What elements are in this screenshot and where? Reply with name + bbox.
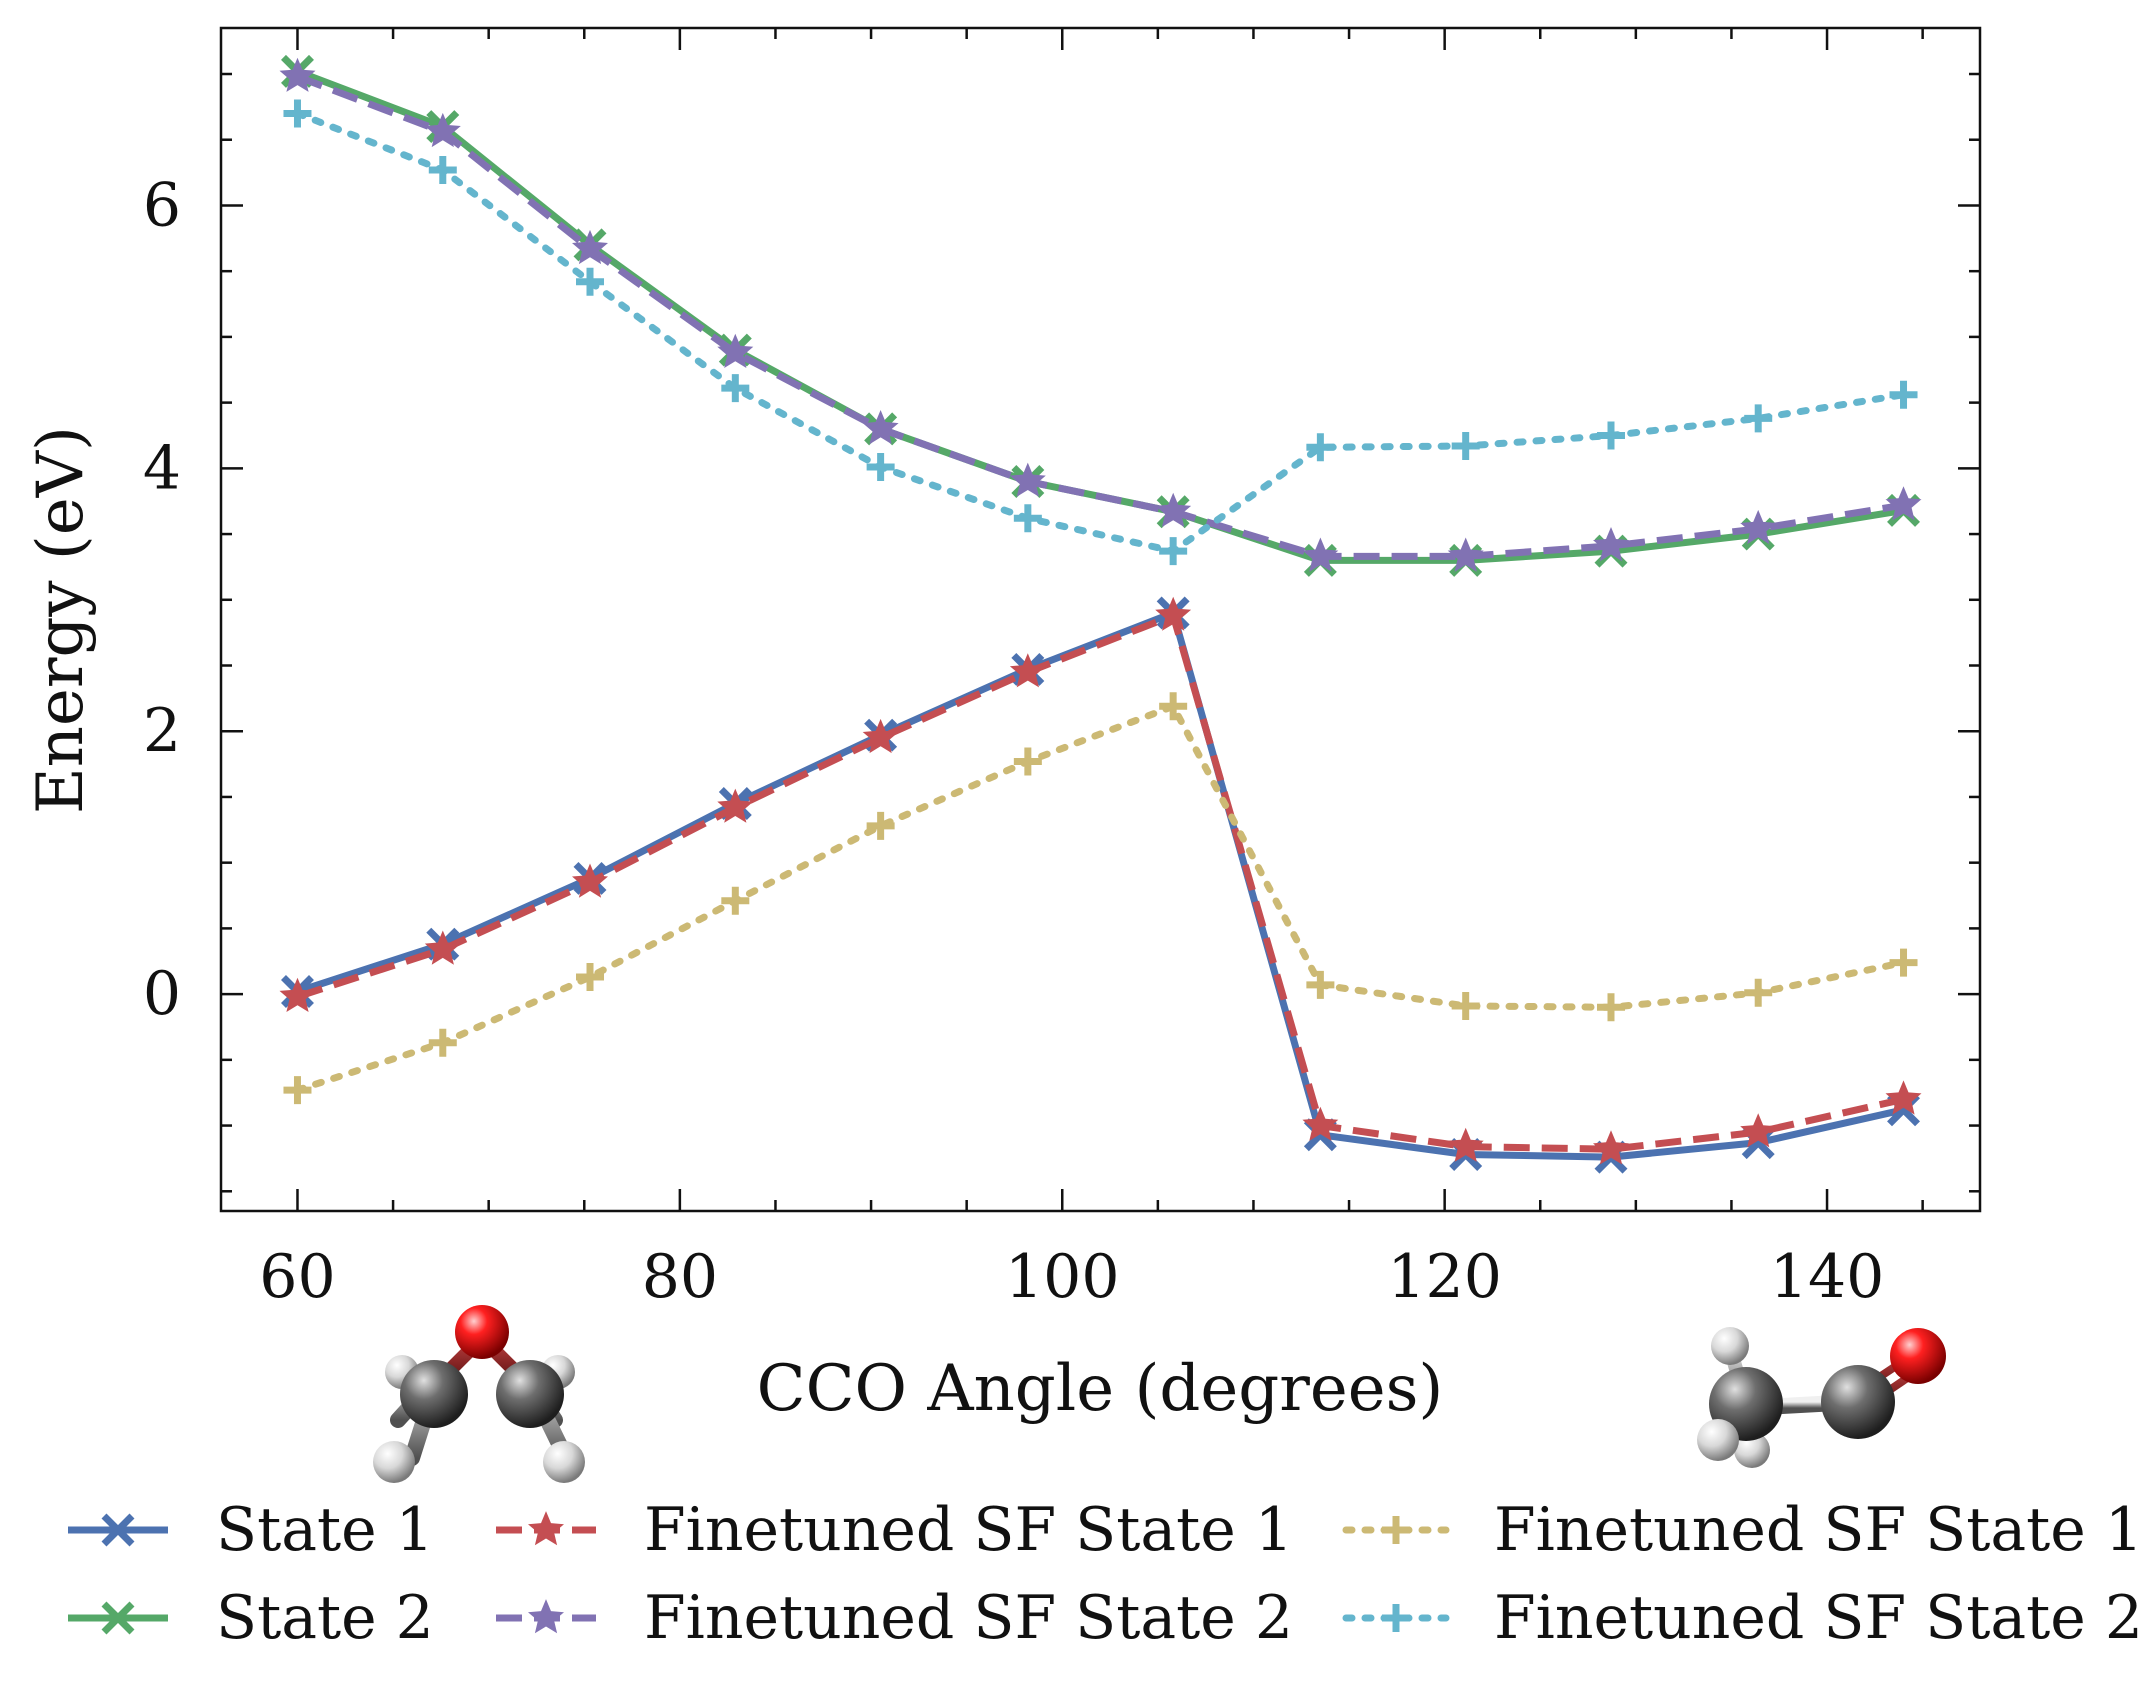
series-6-point (1596, 421, 1625, 450)
series-5 (283, 692, 1918, 1105)
axes: 60 80 100 120 140 0 2 4 6 (143, 26, 1982, 1312)
x-tick-label: 60 (259, 1242, 335, 1312)
series-layer (279, 54, 1922, 1174)
series-6-line (294, 109, 1907, 555)
series-3-point (279, 977, 316, 1012)
series-6-point (1159, 537, 1188, 566)
series-5-point (576, 963, 605, 992)
series-6-point (866, 453, 895, 482)
legend: State 1 State 2 Finetuned SF State 1 Finetu… (68, 1495, 2143, 1653)
series-3-point (1009, 653, 1046, 688)
series-4-point (1302, 537, 1339, 572)
series-3-point (1740, 1113, 1777, 1148)
legend-marker (528, 1599, 564, 1634)
series-3-point (1447, 1127, 1484, 1162)
plot-frame (219, 26, 1982, 1213)
legend-item: State 1 (68, 1495, 434, 1565)
series-4-point (862, 410, 899, 445)
series-5-point (1744, 978, 1773, 1007)
series-4-point (1447, 537, 1484, 572)
y-tick-label: 4 (143, 433, 181, 503)
series-4-point (717, 333, 754, 368)
series-1-line (296, 609, 1905, 1161)
legend-item: Finetuned SF State 2 (496, 1583, 1293, 1653)
legend-marker (1382, 1604, 1410, 1632)
series-3-point (1593, 1130, 1629, 1165)
series-6-point (283, 99, 312, 128)
series-4-point (1593, 527, 1629, 562)
x-tick-label: 100 (1005, 1242, 1120, 1312)
x-tick-label: 80 (642, 1242, 718, 1312)
series-3-line (296, 612, 1905, 1153)
series-4-point (1155, 492, 1192, 527)
series-5-point (1596, 993, 1625, 1022)
series-3-point (572, 863, 608, 898)
series-2-line (296, 68, 1905, 564)
legend-item: Finetuned SF State 1 (1342, 1495, 2143, 1565)
legend-item: Finetuned SF State 1 (496, 1495, 1293, 1565)
oxirane-molecule-image (373, 1305, 585, 1483)
legend-label: State 2 (216, 1583, 434, 1653)
series-5-point (428, 1028, 457, 1057)
y-tick-label: 0 (143, 959, 181, 1029)
legend-label: State 1 (216, 1495, 434, 1565)
series-3-point (1885, 1080, 1922, 1115)
series-6-point (721, 374, 750, 403)
series-5-point (721, 886, 750, 915)
series-6-point (1889, 380, 1918, 409)
series-3-point (1155, 596, 1192, 631)
legend-item: State 2 (68, 1583, 434, 1653)
series-4-point (1009, 462, 1046, 497)
series-4-point (572, 229, 608, 265)
series-5-line (294, 702, 1907, 1094)
x-tick-label: 120 (1387, 1242, 1502, 1312)
legend-label: Finetuned SF State 1 (1494, 1495, 2143, 1565)
series-6-point (576, 267, 605, 296)
series-3-point (424, 930, 461, 965)
legend-item: Finetuned SF State 2 (1342, 1583, 2143, 1653)
series-4-point (424, 112, 461, 148)
y-tick-label: 2 (143, 696, 181, 766)
series-3 (279, 596, 1922, 1165)
series-5-point (1451, 991, 1480, 1020)
series-6 (283, 99, 1918, 566)
series-4-line (296, 73, 1905, 560)
legend-marker (1382, 1516, 1410, 1544)
series-3-point (1302, 1106, 1339, 1141)
series-4-point (279, 57, 316, 92)
series-6-point (428, 155, 457, 184)
legend-label: Finetuned SF State 2 (644, 1583, 1293, 1653)
legend-marker (101, 1513, 135, 1547)
series-5-point (283, 1076, 312, 1105)
series-6-point (1451, 431, 1480, 460)
y-tick-label: 6 (143, 170, 181, 240)
x-axis-title: CCO Angle (degrees) (757, 1352, 1444, 1426)
series-5-point (866, 811, 895, 840)
series-3-point (717, 788, 754, 823)
series-4-point (1885, 486, 1922, 521)
legend-label: Finetuned SF State 2 (1494, 1583, 2143, 1653)
x-tick-label: 140 (1770, 1242, 1885, 1312)
series-1 (281, 596, 1920, 1174)
series-4 (279, 57, 1922, 572)
series-5-point (1306, 970, 1335, 999)
series-4-point (1740, 509, 1777, 545)
legend-marker (101, 1601, 135, 1635)
y-axis-title: Energy (eV) (24, 426, 98, 814)
legend-label: Finetuned SF State 1 (644, 1495, 1293, 1565)
series-6-point (1744, 404, 1773, 433)
series-6-point (1306, 433, 1335, 462)
legend-marker (528, 1511, 564, 1546)
series-5-point (1159, 692, 1188, 721)
acetaldehyde-molecule-image (1697, 1327, 1946, 1468)
series-6-point (1013, 504, 1042, 533)
series-5-point (1013, 747, 1042, 776)
series-3-point (862, 718, 899, 754)
series-5-point (1889, 948, 1918, 977)
